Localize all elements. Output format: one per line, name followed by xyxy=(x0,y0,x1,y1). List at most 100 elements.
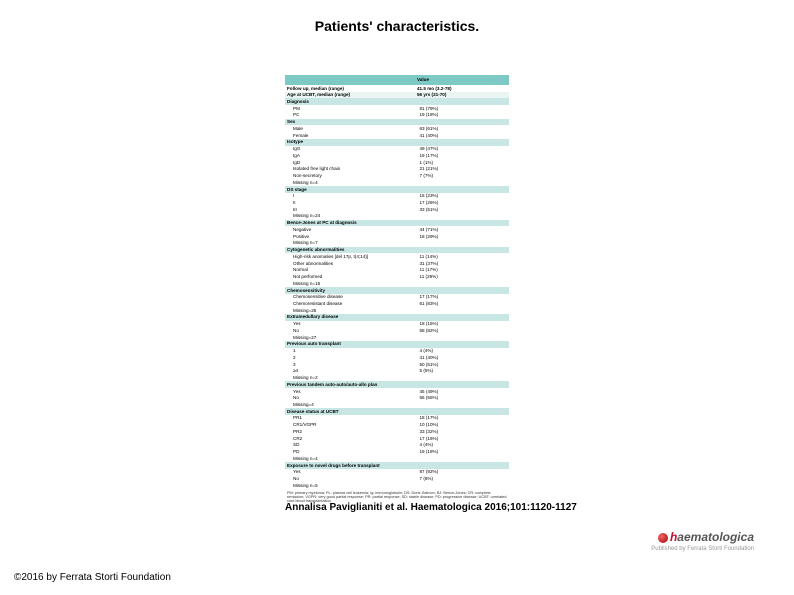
table-row: Chemosensitivity xyxy=(285,287,509,294)
table-cell-value: 41.5 mo (3.2-78) xyxy=(415,85,509,92)
table-row: Negative44 (71%) xyxy=(285,226,509,233)
table-cell-value: 17 (16%) xyxy=(418,435,510,442)
logo-subtitle: Published by Ferrata Storti Foundation xyxy=(651,546,754,552)
table-row: Previous auto transplant xyxy=(285,341,509,348)
table-cell-label: Cytogenetic abnormalities xyxy=(285,247,415,254)
table-cell-label: Missing n=7 xyxy=(285,240,418,247)
table-row: Positive18 (29%) xyxy=(285,233,509,240)
table-cell-value xyxy=(415,381,509,388)
table-cell-label: SD xyxy=(285,442,418,449)
table-cell-value: 50 (51%) xyxy=(418,361,510,368)
table-cell-value: 18 (17%) xyxy=(418,415,510,422)
table-row: PC19 (18%) xyxy=(285,112,509,119)
table-cell-value: 11 (29%) xyxy=(418,274,510,281)
table-cell-label: Extramedullary disease xyxy=(285,314,415,321)
table-cell-value xyxy=(418,280,510,287)
table-cell-label: Male xyxy=(285,125,418,132)
copyright-text: ©2016 by Ferrata Storti Foundation xyxy=(14,572,171,583)
table-cell-label: IgA xyxy=(285,152,418,159)
table-cell-label: Chemosensitive disease xyxy=(285,294,418,301)
table-cell-label: 2 xyxy=(285,354,418,361)
table-row: Missing=25 xyxy=(285,307,509,314)
table-cell-value: 11 (17%) xyxy=(418,267,510,274)
table-cell-value xyxy=(415,186,509,193)
table-cell-label: Missing=27 xyxy=(285,334,418,341)
table-row: PR118 (17%) xyxy=(285,415,509,422)
table-cell-value xyxy=(418,402,510,409)
table-header-left xyxy=(285,80,415,81)
table-cell-value xyxy=(418,240,510,247)
table-cell-label: Disease status at UCBT xyxy=(285,408,415,415)
table-row: No56 (55%) xyxy=(285,395,509,402)
table-cell-label: High-risk anomalies [del 17p, t(4;14)] xyxy=(285,253,418,260)
table-cell-label: Yes xyxy=(285,321,418,328)
table-row: SD4 (4%) xyxy=(285,442,509,449)
table-cell-label: Chemosensitivity xyxy=(285,287,415,294)
table-row: Missing=27 xyxy=(285,334,509,341)
table-cell-value: 87 (92%) xyxy=(418,469,510,476)
table-cell-value xyxy=(415,247,509,254)
table-row: DS stage xyxy=(285,186,509,193)
table-cell-label: ≥4 xyxy=(285,368,418,375)
table-cell-label: PM xyxy=(285,105,418,112)
table-row: High-risk anomalies [del 17p, t(4;14)]11… xyxy=(285,253,509,260)
table-cell-value: 31 (37%) xyxy=(418,260,510,267)
table-cell-value: 19 (18%) xyxy=(418,112,510,119)
table-cell-value: 63 (61%) xyxy=(418,125,510,132)
table-row: ≥45 (5%) xyxy=(285,368,509,375)
table-row: Missing n=24 xyxy=(285,213,509,220)
table-cell-label: Yes xyxy=(285,388,418,395)
table-row: II17 (26%) xyxy=(285,199,509,206)
table-cell-label: 1 xyxy=(285,348,418,355)
table-cell-label: Non-secretory xyxy=(285,173,418,180)
table-cell-label: III xyxy=(285,206,418,213)
table-row: Yes45 (49%) xyxy=(285,388,509,395)
table-cell-label: No xyxy=(285,476,418,483)
table-cell-value: 58 (82%) xyxy=(418,327,510,334)
table-cell-label: IgG xyxy=(285,146,418,153)
table-cell-value: 15 (23%) xyxy=(418,193,510,200)
table-row: 241 (40%) xyxy=(285,354,509,361)
table-cell-label: CR2 xyxy=(285,435,418,442)
table-cell-value xyxy=(415,341,509,348)
table-cell-label: Missing n=4 xyxy=(285,179,418,186)
table-cell-label: Diagnosis xyxy=(285,98,415,105)
table-cell-value xyxy=(418,482,510,489)
logo-rest: aematologica xyxy=(677,530,754,544)
table-row: Non-secretory7 (7%) xyxy=(285,173,509,180)
table-header-right: Value xyxy=(415,77,509,84)
table-cell-label: Female xyxy=(285,132,418,139)
table-row: Bence-Jones at PC at diagnosis xyxy=(285,220,509,227)
table-row: CR217 (16%) xyxy=(285,435,509,442)
table-cell-label: Exposure to novel drugs before transplan… xyxy=(285,462,415,469)
table-cell-label: Normal xyxy=(285,267,418,274)
table-cell-value: 33 (32%) xyxy=(418,428,510,435)
table-row: Missing n=7 xyxy=(285,240,509,247)
table-cell-label: Missing=25 xyxy=(285,307,418,314)
table-cell-value xyxy=(415,408,509,415)
table-row: IgA19 (17%) xyxy=(285,152,509,159)
table-cell-value: 19 (17%) xyxy=(418,152,510,159)
table-row: Missing n=5 xyxy=(285,482,509,489)
table-cell-label: Not performed xyxy=(285,274,418,281)
table-row: PD19 (18%) xyxy=(285,449,509,456)
table-cell-label: CR1/VGPR xyxy=(285,422,418,429)
table-row: Male63 (61%) xyxy=(285,125,509,132)
table-cell-value: 33 (51%) xyxy=(418,206,510,213)
table-cell-value xyxy=(418,455,510,462)
table-row: Missing n=15 xyxy=(285,280,509,287)
table-cell-value: 56 yrs (21-70) xyxy=(415,92,509,99)
table-cell-label: Previous tandem auto-auto/auto-allo plan xyxy=(285,381,415,388)
table-cell-label: Missing n=15 xyxy=(285,280,418,287)
table-row: Extramedullary disease xyxy=(285,314,509,321)
table-cell-value xyxy=(415,314,509,321)
table-cell-label: No xyxy=(285,327,418,334)
table-cell-label: Chemoresistant disease xyxy=(285,301,418,308)
table-cell-value: 4 (4%) xyxy=(418,348,510,355)
table-row: Normal11 (17%) xyxy=(285,267,509,274)
table-cell-label: Positive xyxy=(285,233,418,240)
table-cell-value xyxy=(418,334,510,341)
table-cell-value xyxy=(418,179,510,186)
table-cell-label: Isotype xyxy=(285,139,415,146)
table-row: No7 (8%) xyxy=(285,476,509,483)
